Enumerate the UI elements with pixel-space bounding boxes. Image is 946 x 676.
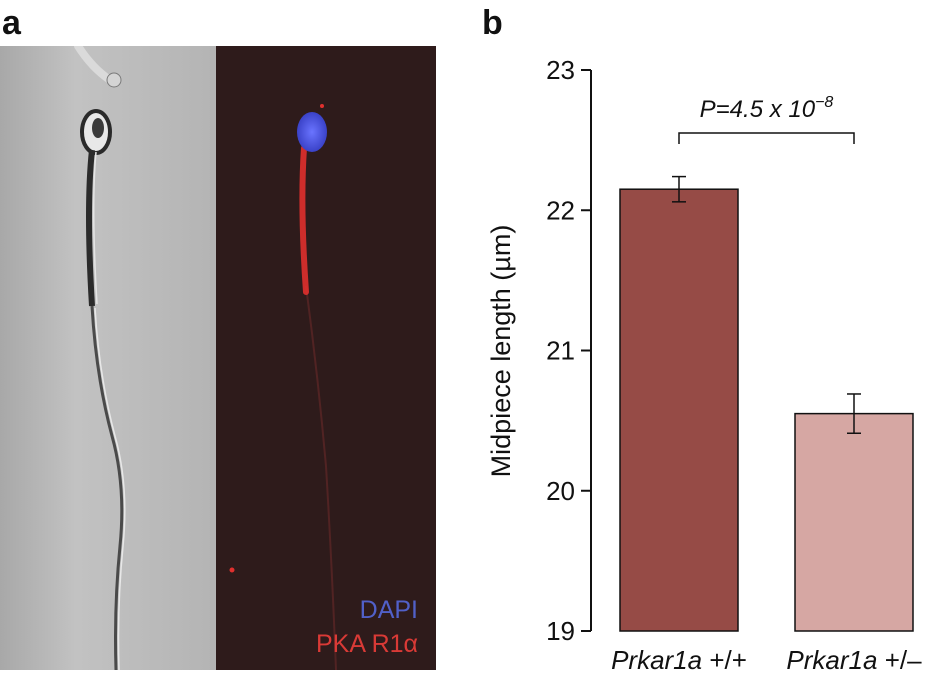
legend-dapi: DAPI (360, 596, 418, 624)
y-axis: 19 20 21 22 23 (546, 55, 592, 646)
significance-bracket (678, 132, 855, 144)
fluorescence-image (216, 46, 436, 670)
sperm-midpiece-phase (86, 149, 95, 307)
bar-1 (619, 188, 739, 632)
y-tick-label: 22 (546, 195, 575, 225)
y-axis-label: Midpiece length (µm) (486, 225, 516, 478)
error-bar-2 (847, 393, 861, 434)
error-bar-1 (672, 175, 686, 203)
legend-pka-r1a: PKA R1α (316, 630, 418, 658)
y-tick-label: 21 (546, 336, 575, 366)
y-tick-label: 23 (546, 55, 575, 85)
dapi-stain-head (297, 112, 327, 152)
sperm-flagellum-phase (90, 305, 124, 670)
y-tick-label: 20 (546, 476, 575, 506)
x-label-2: Prkar1a +/– (786, 645, 922, 675)
panel-label-a: a (2, 4, 21, 42)
bar-2 (794, 412, 914, 632)
panel-label-b: b (482, 4, 503, 42)
midpiece-bar-chart: 19 20 21 22 23 Prkar1a +/+ Prkar1a +/– P=4.5 … (486, 55, 922, 675)
y-tick-label: 19 (546, 616, 575, 646)
x-label-1: Prkar1a +/+ (611, 645, 747, 675)
p-value-label: P=4.5 x 10−8 (700, 94, 834, 123)
sperm-micrograph: DAPI PKA R1α (0, 46, 436, 670)
pka-r1a-stain (299, 145, 309, 295)
phase-contrast-image (0, 46, 216, 670)
bars (619, 175, 914, 632)
significance-annotation: P=4.5 x 10−8 (678, 94, 855, 144)
x-axis-labels: Prkar1a +/+ Prkar1a +/– (611, 645, 922, 675)
